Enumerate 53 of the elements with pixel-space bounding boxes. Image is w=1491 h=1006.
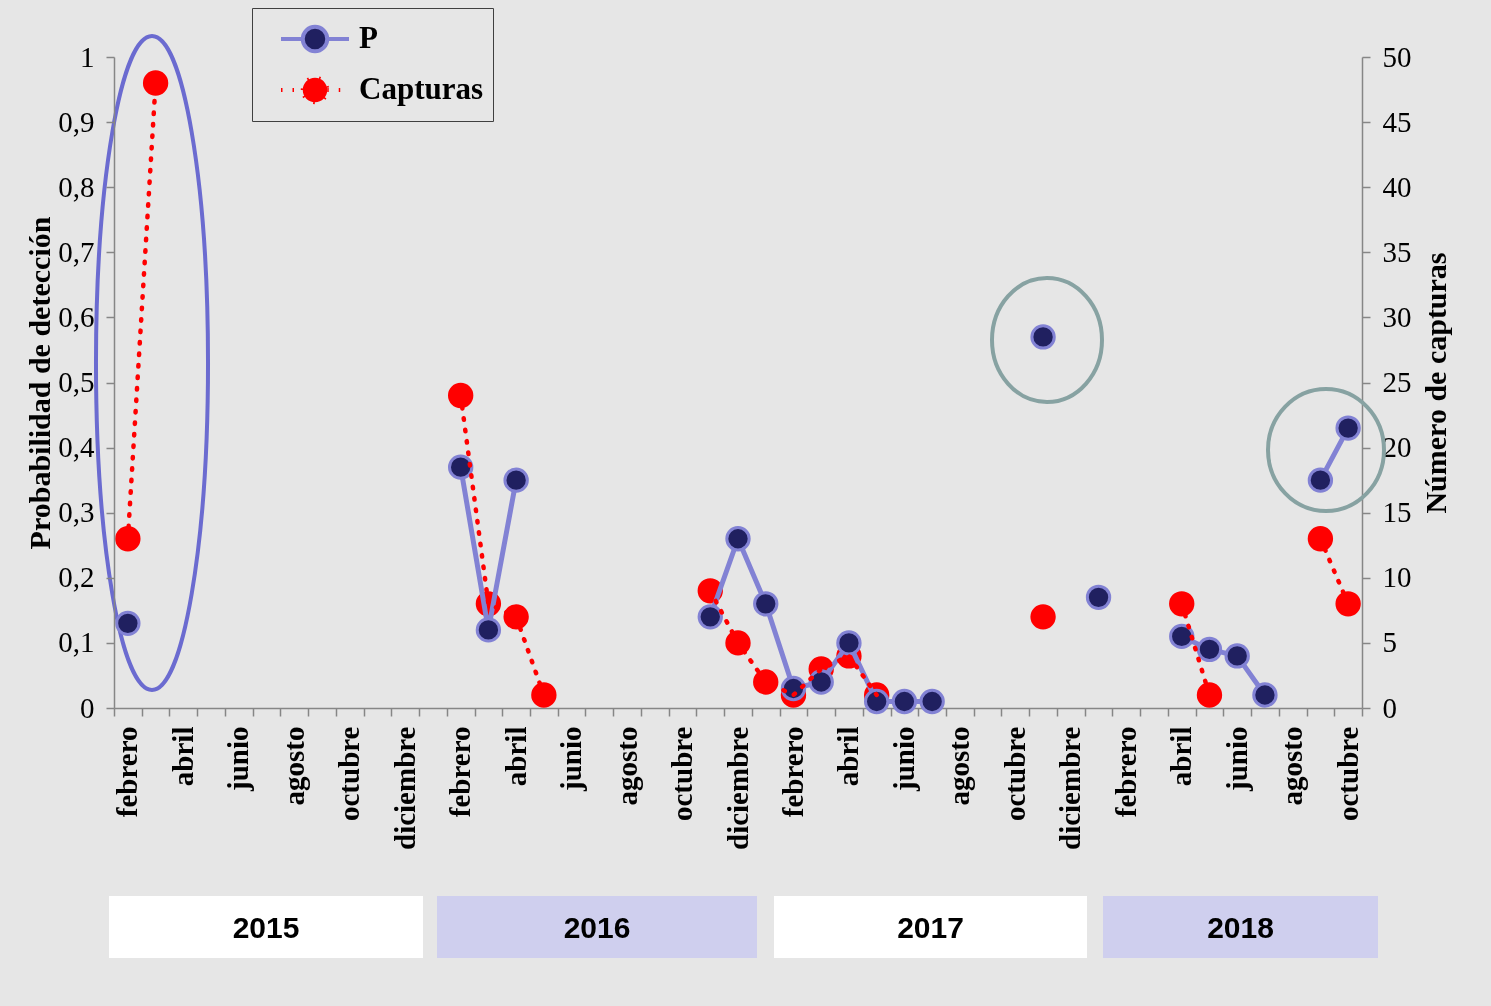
text: 2015 bbox=[232, 911, 300, 944]
x-tick-label: agosto bbox=[1276, 726, 1309, 806]
y-tick-label: 0,5 bbox=[58, 366, 95, 398]
y2-tick-label: 15 bbox=[1382, 496, 1412, 529]
x-tick-label: diciembre bbox=[388, 726, 421, 850]
y-axis-title: Probabilidad de detección bbox=[23, 216, 57, 550]
y-tick-label: 1 bbox=[80, 40, 95, 73]
x-tick-label: junio bbox=[1220, 726, 1253, 792]
y2-tick-label: 25 bbox=[1382, 366, 1412, 398]
y-tick-label: 0,4 bbox=[58, 431, 95, 464]
y-tick-label: 0,3 bbox=[58, 496, 95, 529]
x-tick-label: octubre bbox=[998, 726, 1031, 822]
y2-axis-title: Número de capturas bbox=[1418, 252, 1452, 514]
y-tick-label: 0,2 bbox=[58, 561, 95, 594]
y-tick-label: 0,6 bbox=[58, 300, 95, 333]
x-tick-label: junio bbox=[887, 726, 920, 792]
y-tick-label: 0,1 bbox=[58, 626, 95, 659]
y2-tick-label: 10 bbox=[1382, 561, 1412, 594]
x-tick-label: abril bbox=[1165, 726, 1198, 787]
x-tick-label: junio bbox=[222, 726, 255, 792]
y-tick-label: 0,7 bbox=[58, 235, 95, 268]
x-tick-label: febrero bbox=[111, 726, 144, 818]
x-tick-label: octubre bbox=[333, 726, 366, 822]
y2-tick-label: 0 bbox=[1382, 691, 1397, 724]
y-tick-label: 0 bbox=[80, 691, 95, 724]
x-tick-label: agosto bbox=[943, 726, 976, 806]
y-tick-label: 0,9 bbox=[58, 105, 95, 138]
x-tick-label: agosto bbox=[610, 726, 643, 806]
y2-tick-label: 5 bbox=[1382, 626, 1397, 659]
x-tick-label: diciembre bbox=[721, 726, 754, 850]
text: 2017 bbox=[897, 911, 964, 944]
y2-tick-label: 40 bbox=[1382, 170, 1412, 203]
y-tick-label: 0,8 bbox=[58, 170, 95, 203]
x-tick-label: febrero bbox=[776, 726, 809, 818]
legend-label: P bbox=[359, 20, 378, 55]
y2-tick-label: 45 bbox=[1382, 105, 1412, 138]
y2-tick-label: 30 bbox=[1382, 300, 1412, 333]
x-tick-label: febrero bbox=[1109, 726, 1142, 818]
text: 2016 bbox=[563, 911, 631, 944]
legend-label: Capturas bbox=[359, 71, 484, 106]
x-tick-label: diciembre bbox=[1054, 726, 1087, 850]
y2-tick-label: 20 bbox=[1382, 431, 1412, 464]
x-tick-label: abril bbox=[166, 726, 199, 787]
x-tick-label: febrero bbox=[444, 726, 477, 818]
x-tick-label: junio bbox=[555, 726, 588, 792]
x-tick-label: octubre bbox=[666, 726, 699, 822]
x-tick-label: abril bbox=[499, 726, 532, 787]
text: 2018 bbox=[1207, 911, 1274, 944]
y2-tick-label: 50 bbox=[1382, 40, 1412, 73]
y2-tick-label: 35 bbox=[1382, 235, 1412, 268]
x-tick-label: octubre bbox=[1331, 726, 1364, 822]
x-tick-label: agosto bbox=[277, 726, 310, 806]
x-tick-label: abril bbox=[832, 726, 865, 787]
